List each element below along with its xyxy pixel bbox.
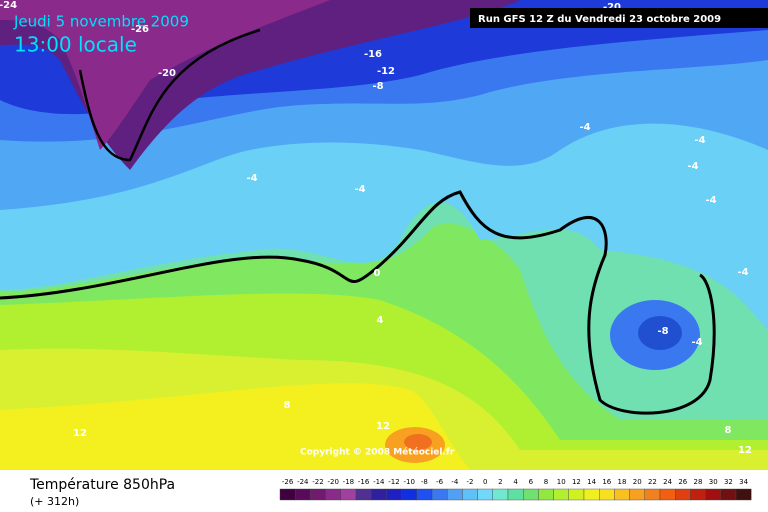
colorbar-label: -8	[421, 478, 428, 486]
colorbar-swatch	[599, 488, 615, 501]
colorbar-label: -18	[343, 478, 354, 486]
colorbar-swatch	[538, 488, 554, 501]
contour-label: -4	[579, 122, 590, 133]
colorbar-swatch	[386, 488, 402, 501]
contour-label: 12	[738, 445, 752, 456]
colorbar-label: -4	[451, 478, 459, 486]
colorbar-label: 16	[602, 478, 611, 486]
colorbar-label: 22	[648, 478, 657, 486]
run-info: Run GFS 12 Z du Vendredi 23 octobre 2009	[478, 14, 721, 25]
contour-label: 12	[376, 421, 390, 432]
colorbar-swatch	[629, 488, 645, 501]
colorbar-swatch	[690, 488, 706, 501]
colorbar-label: 26	[678, 478, 687, 486]
colorbar-label: 4	[513, 478, 518, 486]
colorbar-label: 28	[694, 478, 703, 486]
colorbar-swatch	[355, 488, 372, 501]
colorbar-swatch	[310, 488, 326, 501]
contour-label: 8	[725, 425, 732, 436]
contour-label: -26	[131, 24, 149, 35]
caption-lead: (+ 312h)	[30, 495, 79, 508]
colorbar-label: 12	[572, 478, 581, 486]
colorbar-swatch	[644, 488, 661, 501]
colorbar-swatch	[523, 488, 539, 501]
contour-label: -8	[372, 81, 383, 92]
colorbar-label: 32	[724, 478, 733, 486]
contour-label: -4	[694, 135, 705, 146]
colorbar-swatch	[325, 488, 342, 501]
contour-label: -4	[737, 267, 748, 278]
contour-label: -4	[705, 195, 716, 206]
contour-label: -4	[691, 337, 702, 348]
colorbar-swatch	[492, 488, 509, 501]
colorbar-swatch	[295, 488, 311, 501]
colorbar-label: 24	[663, 478, 672, 486]
colorbar-swatch	[431, 488, 448, 501]
colorbar-label: 10	[557, 478, 566, 486]
colorbar-label: -26	[282, 478, 294, 486]
colorbar-swatch	[401, 488, 418, 501]
colorbar-swatch	[447, 488, 463, 501]
contour-label: -4	[246, 173, 257, 184]
colorbar-label: -14	[373, 478, 385, 486]
colorbar-label: -10	[403, 478, 414, 486]
colorbar-label: 14	[587, 478, 596, 486]
colorbar-swatch	[279, 488, 296, 501]
colorbar-swatch	[735, 488, 752, 501]
colorbar-label: -22	[312, 478, 323, 486]
colorbar-swatch	[720, 488, 737, 501]
colorbar-label: 8	[544, 478, 548, 486]
contour-label: -16	[364, 49, 382, 60]
colorbar-label: -2	[467, 478, 474, 486]
copyright: Copyright © 2008 Météociel.fr	[300, 447, 455, 458]
colorbar-label: 2	[498, 478, 502, 486]
contour-label: -20	[603, 2, 621, 13]
contour-label: 0	[374, 268, 381, 279]
colorbar-swatch	[416, 488, 433, 501]
colorbar-label: 20	[633, 478, 642, 486]
colorbar-swatch	[675, 488, 691, 501]
colorbar-swatch	[614, 488, 630, 501]
date: Jeudi 5 novembre 2009	[13, 13, 189, 31]
colorbar-label: -24	[297, 478, 309, 486]
caption-title: Température 850hPa	[29, 477, 175, 493]
colorbar-swatch	[705, 488, 721, 501]
contour-label: -8	[657, 326, 668, 337]
colorbar-swatch	[583, 488, 600, 501]
colorbar-swatch	[462, 488, 478, 501]
colorbar-label: 0	[483, 478, 487, 486]
contour-label: -24	[0, 0, 17, 11]
colorbar-label: 30	[709, 478, 718, 486]
run-banner	[470, 8, 768, 28]
colorbar-swatch	[553, 488, 569, 501]
contour-label: -4	[687, 161, 698, 172]
colorbar-label: 18	[618, 478, 627, 486]
colorbar-swatch	[659, 488, 676, 501]
colorbar-swatch	[507, 488, 524, 501]
colorbar-swatch	[568, 488, 585, 501]
colorbar-swatch	[477, 488, 494, 501]
contour-label: 12	[73, 428, 87, 439]
contour-label: -20	[158, 68, 176, 79]
local-time: 13:00 locale	[14, 33, 137, 57]
colorbar-label: 34	[739, 478, 748, 486]
colorbar-label: -12	[388, 478, 399, 486]
colorbar-label: 6	[529, 478, 534, 486]
colorbar-swatch	[340, 488, 357, 501]
colorbar-label: -6	[436, 478, 444, 486]
colorbar-label: -20	[327, 478, 338, 486]
contour-label: -4	[354, 184, 365, 195]
map-background	[0, 0, 768, 470]
colorbar-swatch	[371, 488, 387, 501]
contour-label: -12	[377, 66, 395, 77]
contour-label: 8	[284, 400, 291, 411]
contour-label: 4	[377, 315, 384, 326]
colorbar-label: -16	[358, 478, 370, 486]
